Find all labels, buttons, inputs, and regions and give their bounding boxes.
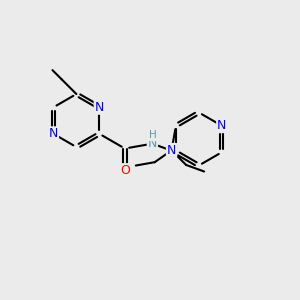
- Text: N: N: [167, 144, 176, 157]
- Text: N: N: [148, 137, 157, 150]
- Text: N: N: [49, 127, 58, 140]
- Text: N: N: [95, 101, 104, 114]
- Text: O: O: [120, 164, 130, 177]
- Text: N: N: [217, 119, 226, 132]
- Text: H: H: [148, 130, 156, 140]
